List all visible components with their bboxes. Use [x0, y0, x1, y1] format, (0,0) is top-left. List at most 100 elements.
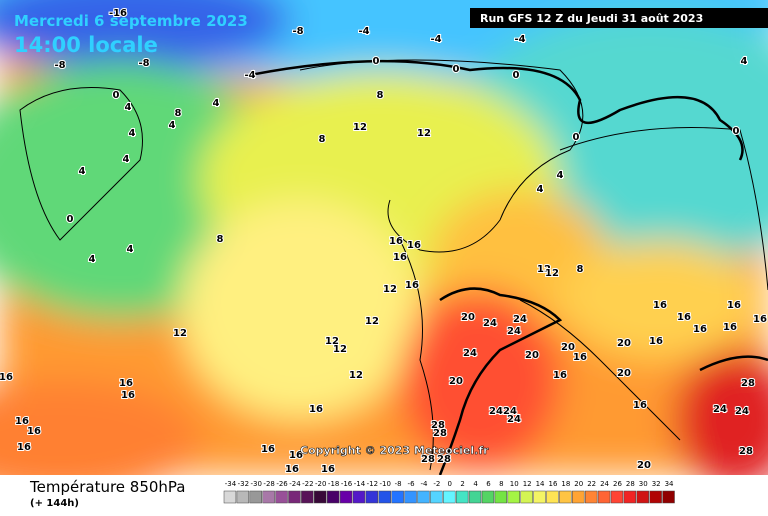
- contour-label: 0: [733, 126, 740, 137]
- legend-label: 26: [613, 480, 622, 488]
- legend-label: 4: [473, 480, 478, 488]
- legend-label: 12: [523, 480, 532, 488]
- legend-label: -20: [315, 480, 326, 488]
- legend-label: -24: [289, 480, 301, 488]
- legend-swatch: [301, 490, 314, 504]
- contour-label: 16: [289, 450, 303, 461]
- legend-swatch: [455, 490, 469, 504]
- contour-label: 16: [15, 416, 29, 427]
- legend-swatch: [649, 490, 662, 504]
- contour-label: 16: [407, 240, 421, 251]
- contour-label: 8: [217, 234, 224, 245]
- contour-label: -4: [244, 70, 255, 81]
- legend-label: -10: [380, 480, 391, 488]
- legend-swatch: [378, 490, 391, 504]
- legend-swatch: [417, 490, 430, 504]
- contour-label: 16: [727, 300, 741, 311]
- legend-swatch: [572, 490, 585, 504]
- legend-label: 2: [460, 480, 464, 488]
- contour-label: 16: [119, 378, 133, 389]
- contour-label: 16: [573, 352, 587, 363]
- contour-label: 12: [353, 122, 367, 133]
- contour-label: 4: [79, 166, 86, 177]
- contour-label: 16: [753, 314, 767, 325]
- legend-label: 30: [639, 480, 648, 488]
- legend-swatch: [494, 490, 508, 504]
- contour-label: 12: [383, 284, 397, 295]
- date-title: Mercredi 6 septembre 2023: [14, 12, 248, 30]
- frontal-lines: [249, 59, 768, 476]
- contour-label: 12: [545, 268, 559, 279]
- legend-swatch: [404, 490, 417, 504]
- contour-label: -8: [54, 60, 65, 71]
- legend-label: 18: [561, 480, 570, 488]
- contour-label: 20: [617, 338, 631, 349]
- legend-label: 34: [665, 480, 674, 488]
- contour-label: 4: [741, 56, 748, 67]
- contour-label: 16: [285, 464, 299, 475]
- contour-label: 4: [89, 254, 96, 265]
- contour-label: 20: [461, 312, 475, 323]
- contour-label: 24: [483, 318, 497, 329]
- legend-swatch: [339, 490, 353, 504]
- contour-label: 28: [431, 420, 445, 431]
- contour-label: 16: [17, 442, 31, 453]
- contour-label: 12: [365, 316, 379, 327]
- legend-swatch: [610, 490, 624, 504]
- contour-label: 24: [503, 406, 517, 417]
- legend-label: 16: [548, 480, 557, 488]
- contour-label: 28: [739, 446, 753, 457]
- contour-label: -4: [514, 34, 525, 45]
- footer-subtitle: (+ 144h): [30, 498, 79, 509]
- legend-label: 6: [486, 480, 491, 488]
- legend-label: 0: [448, 480, 452, 488]
- legend-label: -2: [433, 480, 440, 488]
- contour-label: 16: [693, 324, 707, 335]
- contour-label: 20: [449, 376, 463, 387]
- legend-label: -32: [238, 480, 249, 488]
- contour-label: 24: [713, 404, 727, 415]
- legend-label: -26: [276, 480, 288, 488]
- run-box: [470, 8, 768, 28]
- contour-label: 0: [67, 214, 74, 225]
- legend-swatch: [520, 490, 533, 504]
- contour-label: 16: [261, 444, 275, 455]
- contour-label: 16: [121, 390, 135, 401]
- legend-label: -22: [302, 480, 313, 488]
- contour-label: 12: [417, 128, 431, 139]
- legend-label: -6: [408, 480, 416, 488]
- contour-label: -16: [109, 8, 127, 19]
- contour-label: 4: [537, 184, 544, 195]
- legend-label: -18: [328, 480, 339, 488]
- contour-label: -4: [430, 34, 441, 45]
- temperature-field: [0, 0, 768, 500]
- contour-label: 16: [27, 426, 41, 437]
- legend-swatch: [249, 490, 262, 504]
- legend-swatch: [391, 490, 404, 504]
- legend-swatch: [662, 490, 675, 504]
- legend-swatch: [468, 490, 482, 504]
- contour-label: 0: [573, 132, 580, 143]
- legend-swatch: [443, 490, 456, 504]
- legend-label: -16: [341, 480, 353, 488]
- contour-label: 8: [577, 264, 584, 275]
- legend-swatch: [584, 490, 598, 504]
- contour-label: 28: [741, 378, 755, 389]
- legend-swatch: [365, 490, 379, 504]
- legend-label: 22: [587, 480, 596, 488]
- contour-label: 24: [507, 414, 521, 425]
- contour-label: 0: [513, 70, 520, 81]
- contour-label: 0: [373, 56, 380, 67]
- legend-label: 20: [574, 480, 583, 488]
- contour-label: 20: [617, 368, 631, 379]
- legend-swatch: [288, 490, 301, 504]
- legend-swatch: [533, 490, 546, 504]
- legend-label: 24: [600, 480, 609, 488]
- legend-label: -28: [263, 480, 274, 488]
- legend-swatch: [546, 490, 559, 504]
- contour-label: 16: [653, 300, 667, 311]
- contour-label: 16: [405, 280, 419, 291]
- contour-label: 4: [557, 170, 564, 181]
- contour-label: 28: [421, 454, 435, 465]
